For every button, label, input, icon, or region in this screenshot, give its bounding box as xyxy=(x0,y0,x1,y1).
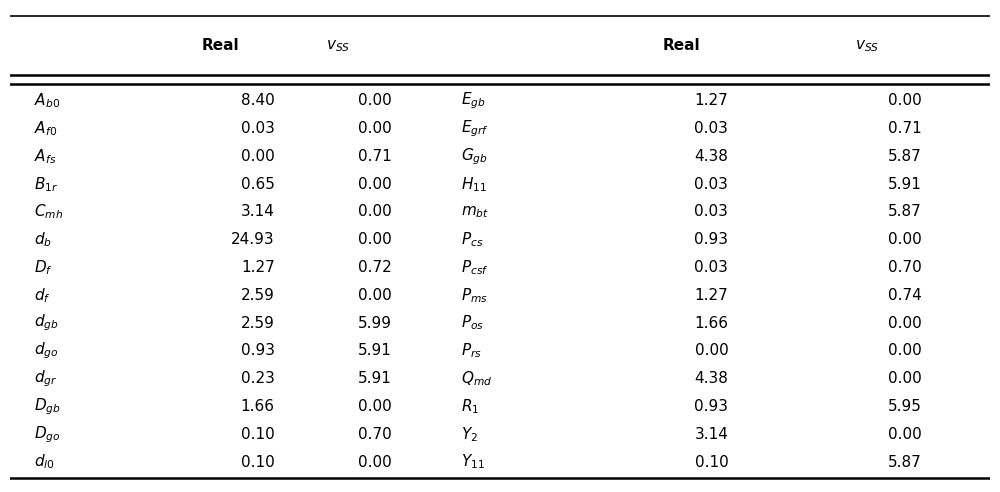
Text: $P_{csf}$: $P_{csf}$ xyxy=(461,258,489,277)
Text: $E_{gb}$: $E_{gb}$ xyxy=(461,91,485,111)
Text: $d_{go}$: $d_{go}$ xyxy=(34,340,59,361)
Text: 1.27: 1.27 xyxy=(241,260,275,275)
Text: 0.65: 0.65 xyxy=(241,177,275,192)
Text: 0.70: 0.70 xyxy=(888,260,921,275)
Text: 5.99: 5.99 xyxy=(358,316,392,331)
Text: 0.00: 0.00 xyxy=(888,427,921,442)
Text: $m_{bt}$: $m_{bt}$ xyxy=(461,204,489,220)
Text: $B_{1r}$: $B_{1r}$ xyxy=(34,175,59,193)
Text: 4.38: 4.38 xyxy=(694,149,728,164)
Text: $A_{b0}$: $A_{b0}$ xyxy=(34,92,61,110)
Text: 0.00: 0.00 xyxy=(888,232,921,247)
Text: 5.87: 5.87 xyxy=(888,149,921,164)
Text: 5.95: 5.95 xyxy=(888,399,921,414)
Text: 5.91: 5.91 xyxy=(358,343,392,358)
Text: $A_{f0}$: $A_{f0}$ xyxy=(34,119,58,138)
Text: 1.66: 1.66 xyxy=(694,316,728,331)
Text: 4.38: 4.38 xyxy=(694,371,728,386)
Text: 5.91: 5.91 xyxy=(888,177,921,192)
Text: $D_{f}$: $D_{f}$ xyxy=(34,258,53,277)
Text: $v_{SS}$: $v_{SS}$ xyxy=(855,38,880,54)
Text: 5.87: 5.87 xyxy=(888,205,921,219)
Text: $d_{gr}$: $d_{gr}$ xyxy=(34,369,58,389)
Text: $G_{gb}$: $G_{gb}$ xyxy=(461,146,488,167)
Text: 0.00: 0.00 xyxy=(241,149,275,164)
Text: 0.03: 0.03 xyxy=(694,260,728,275)
Text: 0.00: 0.00 xyxy=(695,343,728,358)
Text: $D_{gb}$: $D_{gb}$ xyxy=(34,396,61,417)
Text: $d_{b}$: $d_{b}$ xyxy=(34,230,52,249)
Text: $d_{f}$: $d_{f}$ xyxy=(34,286,51,305)
Text: 0.71: 0.71 xyxy=(358,149,392,164)
Text: 0.03: 0.03 xyxy=(241,121,275,136)
Text: 0.00: 0.00 xyxy=(888,316,921,331)
Text: 5.87: 5.87 xyxy=(888,455,921,469)
Text: 0.00: 0.00 xyxy=(888,93,921,108)
Text: 0.00: 0.00 xyxy=(358,177,392,192)
Text: 0.71: 0.71 xyxy=(888,121,921,136)
Text: 0.00: 0.00 xyxy=(358,232,392,247)
Text: 0.72: 0.72 xyxy=(358,260,392,275)
Text: $A_{fs}$: $A_{fs}$ xyxy=(34,147,57,166)
Text: $E_{grf}$: $E_{grf}$ xyxy=(461,118,489,139)
Text: 0.93: 0.93 xyxy=(694,232,728,247)
Text: $d_{l0}$: $d_{l0}$ xyxy=(34,453,55,471)
Text: 0.93: 0.93 xyxy=(694,399,728,414)
Text: 0.23: 0.23 xyxy=(241,371,275,386)
Text: 0.00: 0.00 xyxy=(358,399,392,414)
Text: $R_{1}$: $R_{1}$ xyxy=(461,397,479,416)
Text: 0.03: 0.03 xyxy=(694,177,728,192)
Text: 8.40: 8.40 xyxy=(241,93,275,108)
Text: 0.74: 0.74 xyxy=(888,288,921,303)
Text: 0.70: 0.70 xyxy=(358,427,392,442)
Text: 0.03: 0.03 xyxy=(694,121,728,136)
Text: $v_{SS}$: $v_{SS}$ xyxy=(326,38,350,54)
Text: 0.00: 0.00 xyxy=(358,455,392,469)
Text: Real: Real xyxy=(662,38,700,54)
Text: $C_{mh}$: $C_{mh}$ xyxy=(34,203,64,221)
Text: $P_{os}$: $P_{os}$ xyxy=(461,314,484,333)
Text: 0.10: 0.10 xyxy=(241,427,275,442)
Text: 0.10: 0.10 xyxy=(695,455,728,469)
Text: $Q_{md}$: $Q_{md}$ xyxy=(461,369,492,388)
Text: 1.27: 1.27 xyxy=(695,93,728,108)
Text: 0.00: 0.00 xyxy=(888,371,921,386)
Text: 1.66: 1.66 xyxy=(241,399,275,414)
Text: 24.93: 24.93 xyxy=(231,232,275,247)
Text: 3.14: 3.14 xyxy=(694,427,728,442)
Text: 2.59: 2.59 xyxy=(241,288,275,303)
Text: $d_{gb}$: $d_{gb}$ xyxy=(34,313,59,334)
Text: 0.93: 0.93 xyxy=(241,343,275,358)
Text: 0.00: 0.00 xyxy=(358,93,392,108)
Text: 0.03: 0.03 xyxy=(694,205,728,219)
Text: $P_{rs}$: $P_{rs}$ xyxy=(461,341,482,360)
Text: $Y_{2}$: $Y_{2}$ xyxy=(461,425,478,444)
Text: $Y_{11}$: $Y_{11}$ xyxy=(461,453,485,471)
Text: $P_{ms}$: $P_{ms}$ xyxy=(461,286,488,305)
Text: 0.00: 0.00 xyxy=(358,205,392,219)
Text: Real: Real xyxy=(202,38,240,54)
Text: 2.59: 2.59 xyxy=(241,316,275,331)
Text: 0.10: 0.10 xyxy=(241,455,275,469)
Text: 0.00: 0.00 xyxy=(888,343,921,358)
Text: 1.27: 1.27 xyxy=(695,288,728,303)
Text: $P_{cs}$: $P_{cs}$ xyxy=(461,230,483,249)
Text: 3.14: 3.14 xyxy=(241,205,275,219)
Text: $D_{go}$: $D_{go}$ xyxy=(34,424,61,445)
Text: 0.00: 0.00 xyxy=(358,121,392,136)
Text: 0.00: 0.00 xyxy=(358,288,392,303)
Text: 5.91: 5.91 xyxy=(358,371,392,386)
Text: $H_{11}$: $H_{11}$ xyxy=(461,175,487,193)
